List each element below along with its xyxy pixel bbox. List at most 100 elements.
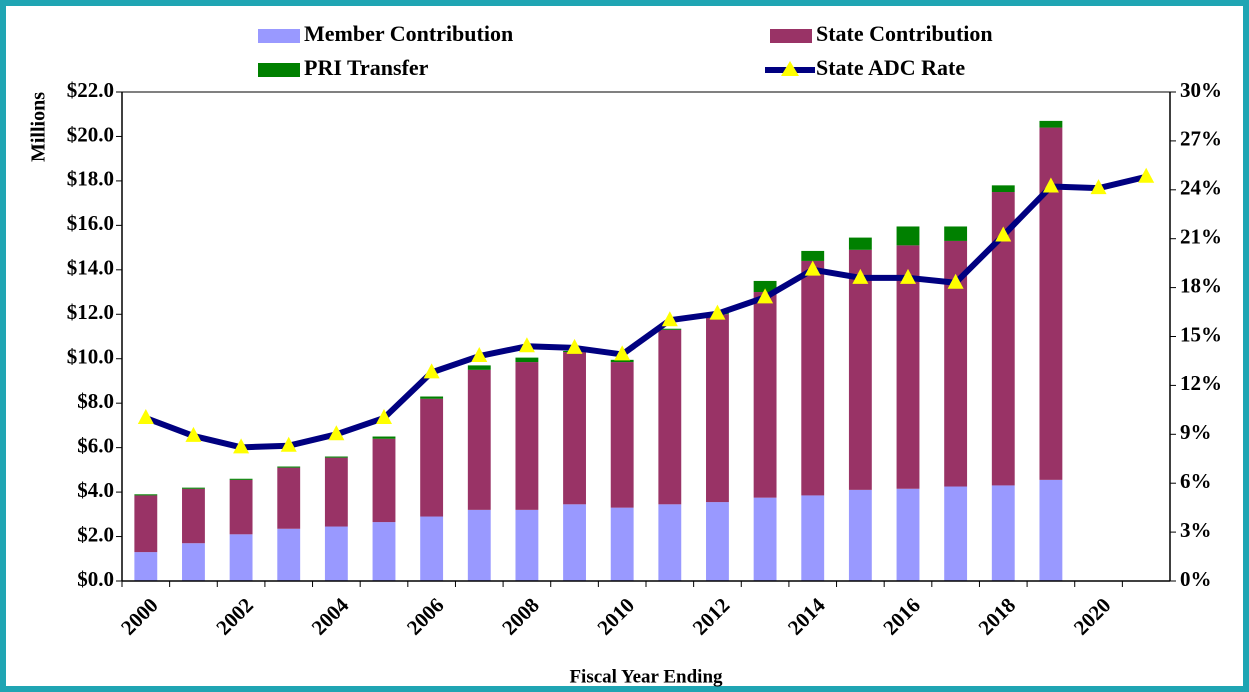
bar-segment: [801, 260, 825, 496]
legend-label: Member Contribution: [304, 21, 513, 46]
y-axis-title: Millions: [28, 92, 50, 162]
y-tick-label: $14.0: [67, 256, 114, 280]
legend-swatch: [770, 29, 812, 43]
bar-segment: [991, 185, 1015, 193]
bar-segment: [277, 467, 301, 529]
bar-segment: [372, 436, 396, 439]
legend-swatch: [258, 29, 300, 43]
x-axis-title: Fiscal Year Ending: [569, 666, 723, 687]
y2-tick-label: 15%: [1180, 322, 1222, 346]
bar-segment: [610, 507, 634, 581]
bar-segment: [848, 489, 872, 581]
bar-segment: [467, 365, 491, 370]
bar-segment: [658, 329, 682, 505]
bar-segment: [1039, 120, 1063, 128]
bar-segment: [610, 362, 634, 508]
y2-tick-label: 3%: [1180, 518, 1212, 542]
line-marker: [852, 268, 869, 284]
line-marker: [280, 436, 297, 452]
line-marker: [709, 304, 726, 320]
line-marker: [995, 226, 1012, 242]
y-tick-label: $12.0: [67, 300, 114, 324]
legend-label: State Contribution: [816, 21, 993, 46]
y-tick-label: $2.0: [77, 522, 114, 546]
line-marker: [566, 338, 583, 354]
bar-segment: [944, 240, 968, 487]
bar-segment: [277, 528, 301, 581]
bar-segment: [324, 457, 348, 527]
bar-segment: [324, 526, 348, 581]
bar-segment: [944, 486, 968, 581]
bar-segment: [277, 466, 301, 468]
line-marker: [661, 311, 678, 327]
y2-tick-label: 30%: [1180, 78, 1222, 102]
bar-segment: [229, 479, 253, 535]
bar-segment: [1039, 479, 1063, 581]
y2-tick-label: 6%: [1180, 469, 1212, 493]
y2-tick-label: 21%: [1180, 225, 1222, 249]
bar-segment: [515, 362, 539, 510]
bar-segment: [182, 543, 205, 581]
line-marker: [947, 273, 964, 289]
bar-segment: [182, 487, 205, 489]
bar-segment: [991, 192, 1015, 486]
bar-segment: [801, 495, 825, 581]
bar-segment: [848, 237, 872, 250]
legend-label: State ADC Rate: [816, 55, 965, 80]
y-tick-label: $6.0: [77, 433, 114, 457]
y-tick-label: $20.0: [67, 122, 114, 146]
line: [144, 173, 1147, 451]
line-marker: [1138, 167, 1155, 183]
line-marker: [1090, 179, 1107, 195]
bar-segment: [896, 488, 920, 581]
bar-segment: [134, 494, 158, 496]
bar-segment: [753, 280, 777, 293]
y2-tick-label: 27%: [1180, 127, 1222, 151]
line-marker: [1042, 177, 1059, 193]
y-tick-label: $22.0: [67, 78, 114, 102]
bar-segment: [467, 369, 491, 510]
line-marker: [757, 288, 774, 304]
bar-segment: [610, 359, 634, 363]
line-marker: [471, 347, 488, 363]
bar-segment: [801, 250, 825, 261]
y2-tick-label: 18%: [1180, 273, 1222, 297]
bar-segment: [467, 509, 491, 581]
y-tick-label: $4.0: [77, 478, 114, 502]
line-marker: [518, 337, 535, 353]
line-marker: [423, 363, 440, 379]
bar-segment: [991, 485, 1015, 581]
bar-segment: [229, 478, 253, 480]
bar-segment: [372, 438, 396, 523]
bar-segment: [753, 497, 777, 581]
bar-segment: [706, 314, 729, 503]
bar-segment: [658, 328, 682, 330]
line-marker: [376, 409, 392, 424]
bar-segment: [324, 456, 348, 458]
bar-segment: [944, 226, 968, 241]
y2-tick-label: 0%: [1180, 567, 1212, 591]
legend-label: PRI Transfer: [304, 55, 429, 80]
line-marker: [804, 260, 821, 276]
legend-marker: [781, 61, 799, 76]
bar-segment: [848, 249, 872, 490]
bar-segment: [658, 504, 682, 581]
bar-segment: [134, 495, 158, 553]
bar-segment: [563, 504, 586, 581]
bar-segment: [134, 552, 158, 581]
line-marker: [328, 425, 345, 441]
y-tick-label: $18.0: [67, 167, 114, 191]
line-marker: [233, 438, 250, 454]
bar-segment: [372, 522, 396, 581]
y-tick-label: $0.0: [77, 567, 114, 591]
line-marker: [614, 345, 631, 361]
bar-segment: [229, 534, 253, 581]
y2-tick-label: 9%: [1180, 420, 1212, 444]
y-tick-label: $8.0: [77, 389, 114, 413]
bar-segment: [515, 357, 539, 363]
y-tick-label: $10.0: [67, 345, 114, 369]
bar-segment: [753, 292, 777, 498]
y2-tick-label: 12%: [1180, 371, 1222, 395]
